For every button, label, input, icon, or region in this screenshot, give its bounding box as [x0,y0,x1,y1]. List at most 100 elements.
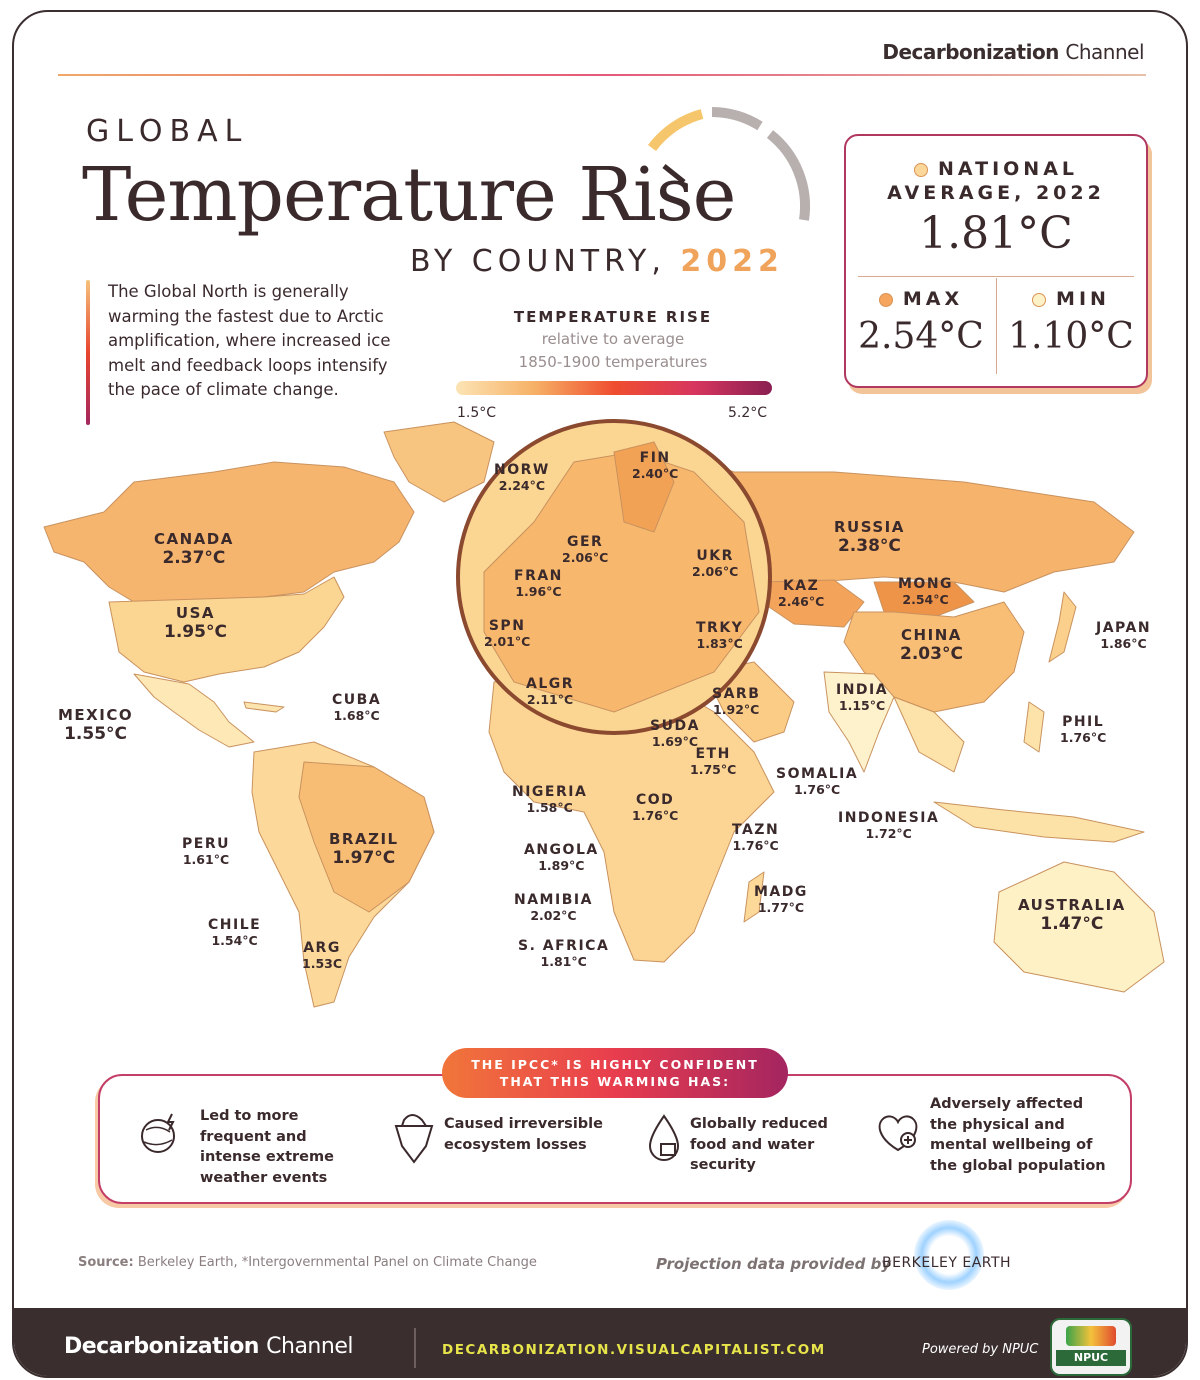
stats-vdivider [996,278,997,374]
label-nigeria: NIGERIA 1.58°C [512,784,588,815]
label-peru: PERU 1.61°C [182,836,230,867]
max-dot-icon [878,292,893,307]
footer-bar [14,1308,1186,1376]
canada-shape [43,461,415,603]
source-note: Source: Berkeley Earth, *Intergovernment… [78,1255,537,1270]
label-suda: SUDA 1.69°C [650,718,700,749]
cuba-shape [243,701,285,713]
label-spn: SPN 2.01°C [484,618,531,649]
impact-weather: Led to more frequent and intense extreme… [200,1108,334,1186]
usa-shape [108,576,345,683]
min-dot-icon [1032,292,1047,307]
indonesia-shape [933,801,1145,843]
label-mexico: MEXICO 1.55°C [58,706,134,744]
title-pre: GLOBAL [86,114,249,149]
label-cuba: CUBA 1.68°C [332,692,382,723]
label-somalia: SOMALIA 1.76°C [776,766,859,797]
avg-label-2: AVERAGE, 2022 [887,182,1105,204]
mongolia-shape [873,581,975,618]
label-trky: TRKY 1.83°C [696,620,744,651]
label-phil: PHIL 1.76°C [1060,714,1107,745]
npuc-mark-icon [1066,1326,1116,1346]
label-mong: MONG 2.54°C [898,576,954,607]
philippines-shape [1023,701,1045,753]
label-fran: FRAN 1.96°C [514,568,563,599]
footer-powered-by: Powered by NPUC [922,1342,1039,1357]
china-shape [843,601,1025,713]
berkeley-earth-logo: BERKELEY EARTH [882,1255,1012,1271]
header-divider [58,74,1146,76]
legend-min-label: 1.5°C [457,405,497,421]
label-canada: CANADA 2.37°C [154,530,234,568]
title-sub: BY COUNTRY, 2022 [410,244,784,279]
label-australia: AUSTRALIA 1.47°C [1018,896,1126,934]
label-fin: FIN 2.40°C [632,450,679,481]
label-ukr: UKR 2.06°C [692,548,739,579]
se-asia-shape [893,696,965,773]
footer-url[interactable]: DECARBONIZATION.VISUALCAPITALIST.COM [442,1342,826,1358]
greenland-shape [383,421,495,503]
ecosystem-loss-icon [394,1114,434,1164]
label-cod: COD 1.76°C [632,792,679,823]
label-indonesia: INDONESIA 1.72°C [838,810,940,841]
legend-color-scale [456,381,772,395]
russia-shape [713,471,1135,593]
stats-divider [858,276,1134,277]
label-chile: CHILE 1.54°C [208,917,262,948]
intro-text: The Global North is generally warming th… [108,282,391,399]
max-value: 2.54°C [858,316,984,357]
npuc-logo: NPUC [1050,1318,1132,1376]
avg-dot-icon [913,162,928,177]
impact-wellbeing: Adversely affected the physical and ment… [930,1096,1106,1174]
label-kaz: KAZ 2.46°C [778,578,825,609]
label-brazil: BRAZIL 1.97°C [329,830,399,868]
infographic-card: Decarbonization Channel GLOBAL Temperatu… [12,10,1188,1378]
projection-note: Projection data provided by [656,1255,892,1273]
legend-title: TEMPERATURE RISE [513,308,713,326]
label-ger: GER 2.06°C [562,534,609,565]
intro-accent-bar [86,280,90,425]
page-title: Temperature Rise [82,152,736,238]
brazil-shape [298,761,435,913]
legend-subtitle-1: relative to average [541,330,685,348]
water-food-security-icon [648,1114,680,1161]
gauge-icon [647,107,811,221]
footer-brand: Decarbonization Channel [64,1334,353,1359]
header-brand: Decarbonization Channel [882,40,1144,64]
legend-subtitle-2: 1850-1900 temperatures [518,353,708,371]
label-usa: USA 1.95°C [164,604,227,642]
wellbeing-heart-icon [878,1115,918,1152]
finland-shape [613,441,675,533]
avg-label-1: NATIONAL [937,158,1079,180]
africa-shape [488,671,775,963]
label-russia: RUSSIA 2.38°C [834,518,905,556]
mexico-shape [133,673,255,748]
label-arg: ARG 1.53C [302,940,343,971]
europe-zoom-shape [483,451,760,713]
min-value: 1.10°C [1008,316,1134,357]
world-map [43,419,1165,1008]
label-s-africa: S. AFRICA 1.81°C [518,938,610,969]
impact-ecosystem: Caused irreversible ecosystem losses [444,1116,603,1153]
india-shape [823,671,895,773]
ipcc-pill: THE IPCC* IS HIGHLY CONFIDENT THAT THIS … [442,1048,788,1098]
label-angola: ANGOLA 1.89°C [524,842,599,873]
australia-shape [993,861,1165,993]
label-namibia: NAMIBIA 2.02°C [514,892,593,923]
japan-shape [1048,591,1077,663]
madagascar-shape [743,871,765,923]
footer-divider [414,1328,416,1368]
label-eth: ETH 1.75°C [690,746,737,777]
legend-max-label: 5.2°C [728,405,768,421]
label-china: CHINA 2.03°C [900,626,963,664]
label-japan: JAPAN 1.86°C [1096,620,1152,651]
label-madg: MADG 1.77°C [754,884,808,915]
impact-food-water: Globally reduced food and water security [690,1116,828,1173]
berkeley-earth-glow-icon [914,1220,984,1290]
label-tazn: TAZN 1.76°C [732,822,780,853]
min-label: MIN [1056,288,1110,310]
label-algr: ALGR 2.11°C [526,676,575,707]
label-india: INDIA 1.15°C [836,682,889,713]
max-label: MAX [902,288,964,310]
label-norw: NORW 2.24°C [494,462,550,493]
